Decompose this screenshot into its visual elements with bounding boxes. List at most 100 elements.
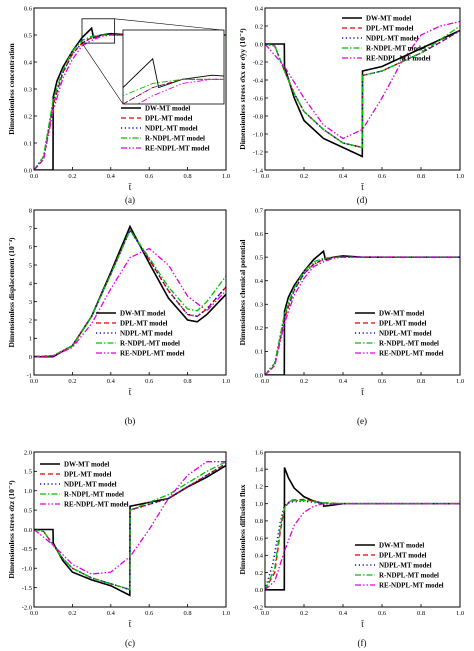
zoom-region-box xyxy=(81,18,116,44)
y-tick-label: -1.0 xyxy=(22,566,32,573)
x-tick-label: 1.0 xyxy=(456,173,464,180)
y-tick-label: 0.0 xyxy=(24,527,32,534)
y-tick-label: 1.4 xyxy=(255,467,264,474)
legend-label-1: DPL-MT model xyxy=(379,320,427,328)
legend-label-2: NDPL-MT model xyxy=(379,562,432,570)
x-tick-label: 0.2 xyxy=(300,378,308,385)
legend-label-4: RE-NDPL-MT model xyxy=(120,350,185,358)
x-tick-label: 0.6 xyxy=(145,173,154,180)
x-tick-label: 1.0 xyxy=(222,610,230,617)
legend-label-3: R-NDPL-MT model xyxy=(379,340,439,348)
panel-caption: (c) xyxy=(125,638,135,648)
legend-label-1: DPL-MT model xyxy=(145,115,193,123)
legend: DW-MT model DPL-MT model NDPL-MT model R-ND… xyxy=(40,461,129,509)
x-tick-label: 0.0 xyxy=(261,173,269,180)
inset-series-line-0 xyxy=(123,57,224,89)
zoom-inset-box xyxy=(122,29,225,105)
x-axis-label: t̄ xyxy=(360,387,364,397)
legend: DW-MT model DPL-MT model NDPL-MT model R-ND… xyxy=(96,310,185,358)
y-tick-label: 0 xyxy=(29,354,32,361)
legend-label-0: DW-MT model xyxy=(120,310,165,318)
y-tick-label: -2.0 xyxy=(22,604,32,611)
legend-label-1: DPL-MT model xyxy=(366,25,414,33)
y-tick-label: -1.0 xyxy=(253,131,263,138)
chart-panel-e: 0.0 0.2 0.4 0.6 0.8 1.0 0.0 0.1 0.2 0.3 0.4 0.5 0.6 0… xyxy=(238,207,464,426)
series-line-4 xyxy=(34,461,226,575)
x-tick-label: 0.8 xyxy=(184,378,192,385)
plot-frame xyxy=(264,7,461,171)
y-tick-label: -1.4 xyxy=(253,167,264,174)
legend-label-2: NDPL-MT model xyxy=(379,330,432,338)
x-tick-label: 0.0 xyxy=(30,378,38,385)
y-tick-label: 0.7 xyxy=(255,207,264,214)
y-axis-label: Dimensionless stress σ̄xx or σ̄yy (10⁻⁴) xyxy=(238,28,247,150)
series-line-1 xyxy=(34,228,226,358)
inset-series-line-4 xyxy=(136,78,224,104)
zoom-connector xyxy=(114,18,223,31)
x-tick-label: 0.8 xyxy=(417,378,425,385)
legend: DW-MT model DPL-MT model NDPL-MT model R-ND… xyxy=(355,542,444,590)
legend: DW-MT model DPL-MT model NDPL-MT model R-ND… xyxy=(121,105,210,153)
y-tick-label: 0.6 xyxy=(255,231,264,238)
y-tick-label: 7 xyxy=(29,226,33,233)
legend-label-0: DW-MT model xyxy=(145,105,190,113)
x-tick-label: 0.8 xyxy=(184,610,192,617)
series-line-0 xyxy=(265,249,460,375)
x-tick-label: 0.0 xyxy=(261,378,269,385)
y-tick-label: 1.0 xyxy=(24,488,32,495)
y-tick-label: 0.2 xyxy=(255,325,263,332)
x-tick-label: 0.4 xyxy=(339,378,348,385)
y-tick-label: 0.8 xyxy=(255,518,263,525)
y-tick-label: 0.0 xyxy=(255,372,263,379)
inset-series-line-3 xyxy=(123,78,224,97)
legend-label-4: RE-NDPL-MT model xyxy=(366,55,431,63)
x-tick-label: 1.0 xyxy=(222,173,230,180)
series-line-2 xyxy=(34,228,226,358)
panel-caption: (e) xyxy=(357,416,367,426)
legend-label-2: NDPL-MT model xyxy=(145,125,198,133)
x-tick-label: 0.6 xyxy=(378,378,387,385)
legend-label-1: DPL-MT model xyxy=(379,552,427,560)
chart-panel-b: 0.0 0.2 0.4 0.6 0.8 1.0 -1 0 1 2 3 4 5 6 7 8 t̄ Dimension… xyxy=(7,207,230,426)
y-tick-label: 2 xyxy=(29,317,32,324)
y-tick-label: 0.4 xyxy=(24,59,33,66)
panel-caption: (d) xyxy=(357,195,368,205)
series-line-4 xyxy=(265,20,460,140)
y-tick-label: 8 xyxy=(29,207,32,214)
inset-series-line-1 xyxy=(123,78,224,104)
y-tick-label: 0.1 xyxy=(24,140,32,147)
x-axis-label: t̄ xyxy=(360,619,364,629)
legend-label-2: NDPL-MT model xyxy=(64,481,117,489)
y-axis-label: Dimensionless stress σ̄zz (10⁻⁴) xyxy=(7,480,16,579)
chart-panel-d: 0.0 0.2 0.4 0.6 0.8 1.0 -1.4 -1.2 -1.0 -0.8 -0.6 -0… xyxy=(238,5,464,205)
y-tick-label: -1 xyxy=(27,372,32,379)
y-tick-label: -0.2 xyxy=(253,59,263,66)
legend-label-3: R-NDPL-MT model xyxy=(64,491,124,499)
legend-label-3: R-NDPL-MT model xyxy=(366,45,426,53)
series-line-3 xyxy=(265,25,460,149)
x-tick-label: 0.8 xyxy=(417,610,425,617)
y-tick-label: 0.2 xyxy=(24,113,32,120)
y-tick-label: 1.0 xyxy=(255,501,263,508)
y-tick-label: 0.5 xyxy=(255,254,263,261)
legend-label-4: RE-NDPL-MT model xyxy=(145,145,210,153)
y-tick-label: 0.4 xyxy=(255,5,264,12)
y-tick-label: 0.4 xyxy=(255,553,264,560)
y-axis-label: Dimensionless diffusion flux xyxy=(238,484,247,574)
y-axis-label: Dimensionless displacement (10⁻⁴) xyxy=(7,237,16,347)
y-tick-label: 1.6 xyxy=(255,449,264,456)
y-tick-label: -0.6 xyxy=(253,95,264,102)
y-tick-label: 2.0 xyxy=(24,449,32,456)
plot-frame xyxy=(264,451,461,608)
chart-panel-f: 0.0 0.2 0.4 0.6 0.8 1.0-0.20.00.20.40.60.81.0… xyxy=(238,449,464,648)
y-tick-label: 6 xyxy=(29,244,33,251)
series-line-1 xyxy=(265,29,460,149)
plot-frame xyxy=(33,209,227,376)
legend-label-1: DPL-MT model xyxy=(64,471,112,479)
y-tick-label: -0.4 xyxy=(253,77,264,84)
x-axis-label: t̄ xyxy=(128,619,132,629)
series-line-0 xyxy=(265,29,460,158)
legend-label-4: RE-NDPL-MT model xyxy=(379,350,444,358)
x-tick-label: 1.0 xyxy=(456,378,464,385)
